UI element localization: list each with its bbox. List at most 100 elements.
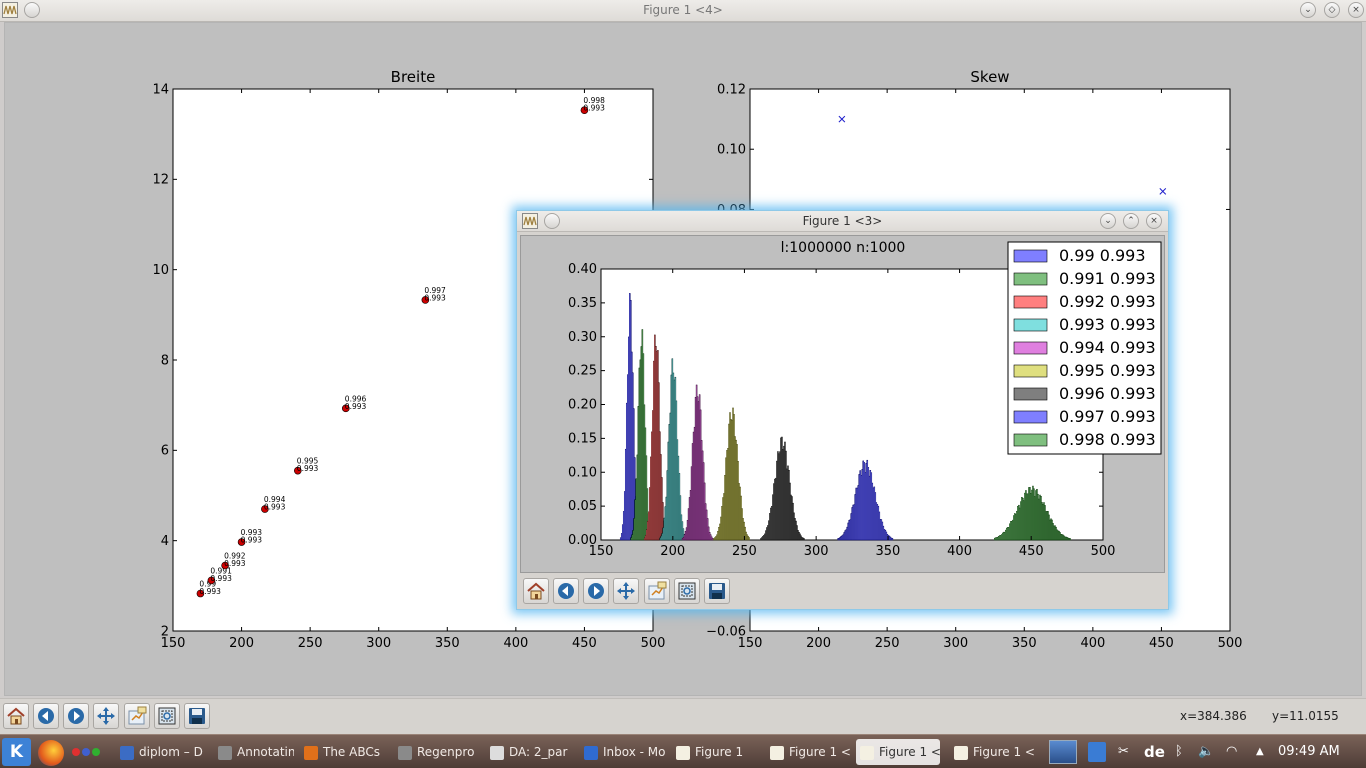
legend-label: 0.998 0.993 [1059,430,1156,449]
window-app-icon[interactable] [2,2,18,18]
wifi-icon[interactable]: ◠ [1226,744,1238,759]
toolbar-forward-button[interactable] [63,703,89,729]
zoom-rect-icon [675,581,699,601]
window-menu-button[interactable] [24,2,40,18]
toolbar-home-button[interactable] [3,703,29,729]
inner-toolbar-forward-button[interactable] [583,578,609,604]
taskbar-item[interactable]: Figure 1 [672,739,760,765]
main-window-titlebar[interactable]: Figure 1 <4> ⌄ ◇ × [0,0,1366,22]
breite-x-tick-label: 500 [641,636,666,651]
skew-y-tick-label: 0.10 [717,143,746,158]
histogram-figure-svg[interactable]: 150 200 250 300 350 400 450 500 0.00 0.05 0.10 0.15… [521,236,1166,574]
toolbar-configure-subplots-button[interactable] [124,703,150,729]
inner-toolbar-save-button[interactable] [704,578,730,604]
minimize-button[interactable]: ⌄ [1300,2,1316,18]
breite-point[interactable] [293,466,302,475]
inner-toolbar-pan-button[interactable] [613,578,639,604]
breite-point[interactable] [580,106,589,115]
hist-series-8[interactable] [994,485,1071,541]
scissors-icon[interactable]: ✂ [1118,744,1129,759]
inner-toolbar-back-button[interactable] [553,578,579,604]
inner-minimize-button[interactable]: ⌄ [1100,213,1116,229]
breite-point-label-top: 0.996 [345,394,367,403]
taskbar-item-icon [120,745,134,760]
toolbar-save-button[interactable] [184,703,210,729]
inner-figure-window[interactable]: Figure 1 <3> ⌄ ⌃ × 150 200 250 300 350 400 450… [516,210,1169,610]
taskbar: K diplom – D Annotatin The ABCs Regenpro DA:… [0,734,1366,768]
volume-icon[interactable]: 🔈 [1198,744,1215,759]
hist-series-1[interactable] [630,329,653,541]
taskbar-item[interactable]: Regenpro [394,739,480,765]
skew-x-tick-label: 400 [1080,636,1105,651]
inner-toolbar-zoom-rect-button[interactable] [674,578,700,604]
inner-window-titlebar[interactable]: Figure 1 <3> ⌄ ⌃ × [517,211,1168,232]
hist-legend[interactable]: 0.99 0.993 0.991 0.993 0.992 0.993 0.993 0.… [1007,241,1162,455]
clock[interactable]: 09:49 AM [1278,744,1340,759]
hist-series-6[interactable] [760,436,805,541]
hist-y-tick-label: 0.10 [568,465,597,480]
inner-maximize-button[interactable]: ⌃ [1123,213,1139,229]
inner-toolbar-configure-subplots-button[interactable] [644,578,670,604]
hist-series-7[interactable] [837,459,894,541]
hist-series-3[interactable] [659,358,687,541]
taskbar-item[interactable]: Figure 1 < [950,739,1034,765]
inner-close-button[interactable]: × [1146,213,1162,229]
skew-point[interactable] [838,115,846,123]
taskbar-item[interactable]: Annotatin [214,739,294,765]
skew-point[interactable] [1159,188,1167,195]
breite-point[interactable] [221,561,229,570]
maximize-button[interactable]: ◇ [1324,2,1340,18]
firefox-launcher-icon[interactable] [38,740,64,766]
inner-window-menu-button[interactable] [544,213,560,229]
taskbar-item[interactable]: Inbox - Mo [580,739,666,765]
hist-series-5[interactable] [713,407,750,541]
taskbar-item[interactable]: DA: 2_par [486,739,574,765]
keyboard-layout-indicator[interactable]: de [1144,743,1165,761]
dots-launcher-icon[interactable] [72,747,104,757]
hist-title: l:1000000 n:1000 [781,240,906,256]
toolbar-back-button[interactable] [33,703,59,729]
figure-toolbar: x=384.386 y=11.0155 [0,698,1366,734]
skew-x-tick-label: 250 [875,636,900,651]
breite-point[interactable] [421,296,430,304]
breite-point[interactable] [237,538,246,546]
taskbar-item[interactable]: Figure 1 <2 [766,739,850,765]
toolbar-pan-button[interactable] [93,703,119,729]
breite-point[interactable] [341,404,350,413]
inner-toolbar-home-button[interactable] [523,578,549,604]
hist-bar [711,538,714,541]
close-button[interactable]: × [1348,2,1364,18]
taskbar-item[interactable]: Figure 1 < [856,739,940,765]
home-icon [524,581,548,601]
taskbar-item-label: Figure 1 [695,745,744,759]
taskbar-item[interactable]: diplom – D [116,739,210,765]
taskbar-item-label: The ABCs [323,745,380,759]
legend-swatch [1013,364,1048,378]
tray-expand-icon[interactable]: ▲ [1256,746,1264,757]
breite-point[interactable] [261,505,269,513]
inner-figure-canvas[interactable]: 150 200 250 300 350 400 450 500 0.00 0.05 0.10 0.15… [520,235,1165,573]
breite-y-tick-label: 2 [161,624,169,639]
breite-point[interactable] [207,576,216,585]
breite-point-label-bottom: 0.993 [241,536,263,545]
taskbar-item[interactable]: The ABCs [300,739,390,765]
breite-x-tick-label: 450 [572,636,597,651]
toolbar-zoom-rect-button[interactable] [154,703,180,729]
skew-x-tick-label: 300 [943,636,968,651]
clipboard-icon[interactable] [1088,742,1106,762]
hist-y-tick-label: 0.40 [568,262,597,277]
kde-menu-icon[interactable]: K [2,738,31,766]
hist-y-tick-label: 0.35 [568,296,597,311]
bluetooth-icon[interactable]: ᛒ [1175,744,1183,759]
hist-x-tick-label: 150 [589,544,614,559]
pan-icon [94,706,118,726]
hist-series-2[interactable] [644,334,668,541]
hist-series-4[interactable] [681,384,714,541]
hist-y-tick-label: 0.30 [568,330,597,345]
inner-window-app-icon[interactable] [522,213,538,229]
desktop-pager-icon[interactable] [1049,740,1077,764]
back-icon [34,706,58,726]
breite-point[interactable] [196,589,205,598]
main-window-title: Figure 1 <4> [643,3,723,17]
hist-x-tick-label: 350 [875,544,900,559]
